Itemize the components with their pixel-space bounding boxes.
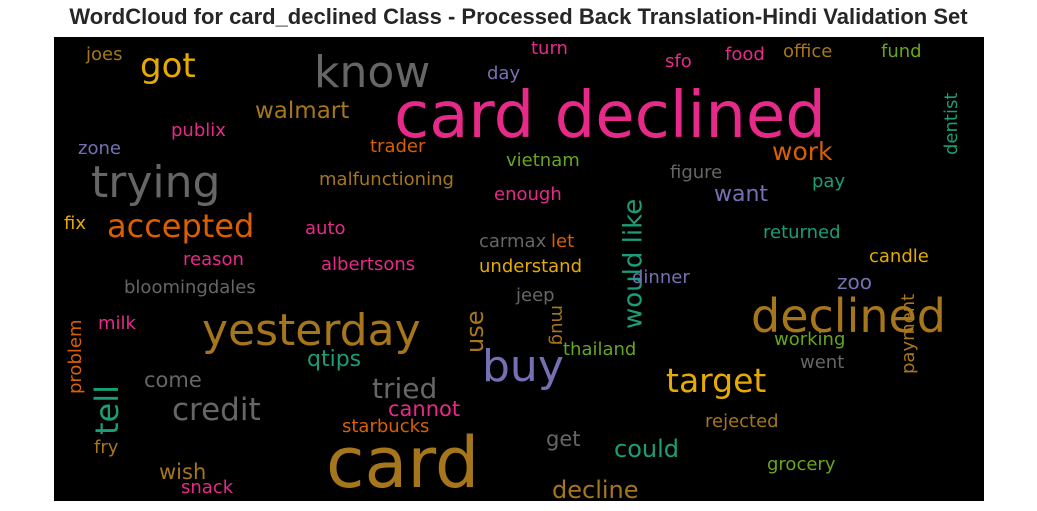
word-bloomingdales: bloomingdales bbox=[124, 277, 256, 298]
word-zoo: zoo bbox=[837, 270, 872, 294]
word-vietnam: vietnam bbox=[506, 150, 580, 171]
word-tell: tell bbox=[88, 385, 126, 435]
word-decline: decline bbox=[552, 476, 639, 501]
word-walmart: walmart bbox=[255, 98, 349, 124]
word-grocery: grocery bbox=[767, 454, 836, 475]
word-albertsons: albertsons bbox=[321, 254, 415, 275]
word-mug: mug bbox=[547, 305, 568, 345]
word-returned: returned bbox=[763, 222, 841, 243]
word-candle: candle bbox=[869, 246, 929, 267]
word-sfo: sfo bbox=[665, 51, 692, 72]
word-work: work bbox=[772, 137, 833, 166]
word-problem: problem bbox=[65, 320, 86, 394]
word-reason: reason bbox=[183, 249, 244, 270]
word-day: day bbox=[487, 63, 520, 84]
wordcloud-svg: card declined card declined yesterday know tr… bbox=[64, 38, 962, 501]
word-tried: tried bbox=[372, 372, 437, 405]
word-fund: fund bbox=[881, 41, 922, 62]
word-know: know bbox=[314, 47, 430, 98]
word-want: want bbox=[714, 182, 768, 207]
chart-title: WordCloud for card_declined Class - Proc… bbox=[69, 4, 968, 29]
word-malfunctioning: malfunctioning bbox=[319, 169, 454, 190]
word-got: got bbox=[140, 46, 196, 86]
word-let: let bbox=[551, 231, 574, 252]
word-fix: fix bbox=[64, 213, 86, 234]
word-working: working bbox=[774, 329, 845, 350]
word-pay: pay bbox=[812, 171, 845, 192]
word-payment: payment bbox=[898, 294, 919, 374]
word-dentist: dentist bbox=[941, 93, 962, 155]
word-would-like: would like bbox=[619, 199, 649, 329]
word-carmax: carmax bbox=[479, 231, 547, 252]
word-figure: figure bbox=[670, 162, 722, 183]
word-cannot: cannot bbox=[388, 397, 460, 421]
word-could: could bbox=[614, 435, 679, 463]
word-credit: credit bbox=[172, 392, 261, 428]
word-accepted: accepted bbox=[107, 207, 254, 245]
word-food: food bbox=[725, 44, 765, 65]
word-trader: trader bbox=[370, 136, 426, 157]
word-turn: turn bbox=[531, 38, 568, 59]
word-joes: joes bbox=[85, 44, 122, 65]
word-went: went bbox=[800, 352, 844, 373]
word-dinner: dinner bbox=[632, 267, 690, 288]
word-card-declined: card declined bbox=[394, 79, 826, 153]
word-target: target bbox=[666, 361, 766, 400]
word-yesterday: yesterday bbox=[202, 305, 421, 356]
word-understand: understand bbox=[479, 256, 582, 277]
word-milk: milk bbox=[98, 313, 137, 334]
word-come: come bbox=[144, 368, 202, 392]
word-qtips: qtips bbox=[307, 347, 361, 372]
word-rejected: rejected bbox=[705, 411, 779, 432]
word-declined: declined bbox=[751, 289, 946, 343]
word-fry: fry bbox=[94, 437, 119, 458]
word-thailand: thailand bbox=[563, 339, 636, 360]
word-get: get bbox=[546, 427, 580, 451]
word-snack: snack bbox=[181, 477, 234, 498]
word-card: card bbox=[326, 422, 479, 501]
word-use: use bbox=[461, 311, 489, 353]
word-auto: auto bbox=[305, 218, 346, 239]
word-office: office bbox=[783, 41, 832, 62]
word-publix: publix bbox=[171, 120, 226, 141]
wordcloud-canvas: card declined card declined yesterday know tr… bbox=[54, 37, 984, 501]
word-buy: buy bbox=[482, 341, 564, 392]
word-wish: wish bbox=[159, 460, 206, 484]
word-starbucks: starbucks bbox=[342, 416, 429, 437]
word-jeep: jeep bbox=[515, 285, 555, 306]
word-trying: trying bbox=[91, 157, 220, 208]
word-enough: enough bbox=[494, 184, 562, 205]
word-zone: zone bbox=[78, 138, 121, 159]
